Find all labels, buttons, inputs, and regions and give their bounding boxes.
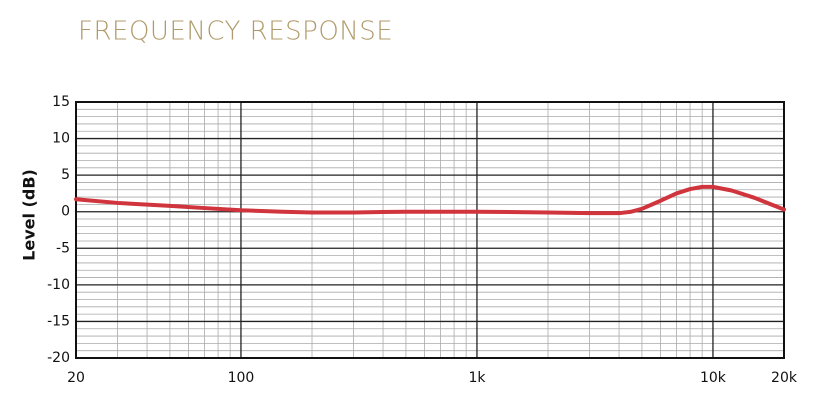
y-tick-label: 0 [61, 204, 70, 220]
y-tick-label: -10 [47, 277, 70, 293]
y-tick-label: -5 [56, 240, 70, 256]
y-tick-label: 15 [52, 94, 70, 110]
y-tick-label: -20 [47, 350, 70, 366]
line-series [74, 184, 786, 216]
x-tick-label: 1k [468, 370, 486, 386]
chart-title: FREQUENCY RESPONSE [78, 17, 393, 47]
y-axis-label: Level (dB) [20, 169, 39, 261]
x-tick-label: 20 [67, 370, 85, 386]
y-tick-label: 5 [61, 167, 70, 183]
x-tick-label: 20k [771, 370, 798, 386]
x-tick-label: 100 [228, 370, 255, 386]
plot-border [75, 101, 785, 359]
x-tick-label: 10k [700, 370, 727, 386]
y-tick-label: 10 [52, 131, 70, 147]
y-tick-label: -15 [47, 313, 70, 329]
